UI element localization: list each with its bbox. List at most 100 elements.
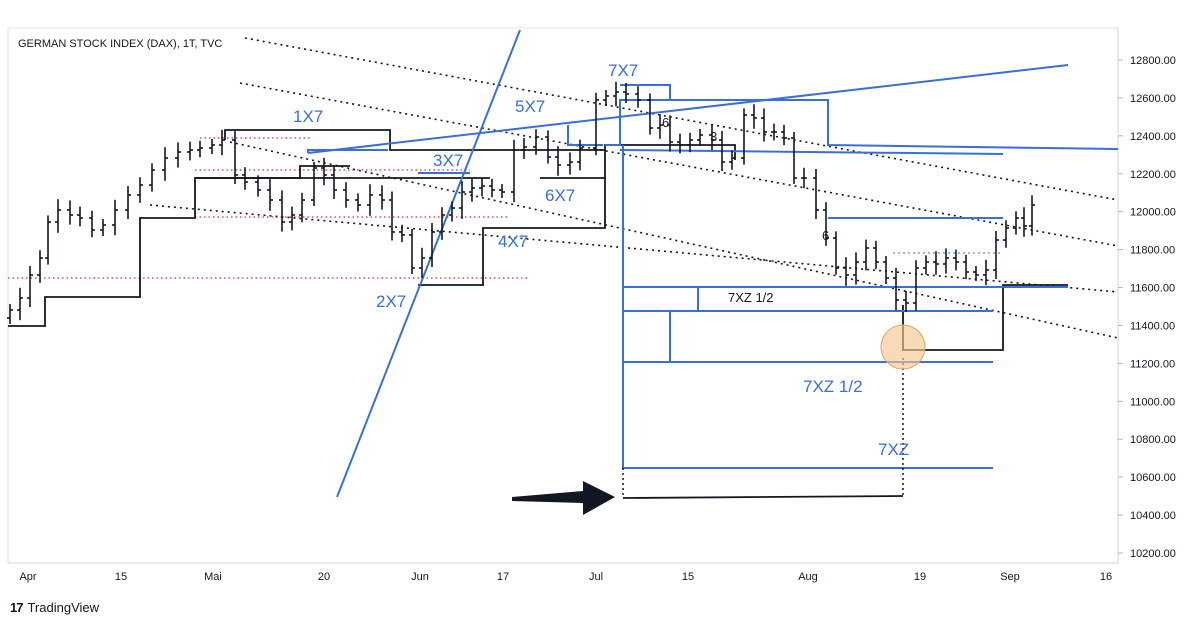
ohlc-bar [267, 179, 273, 211]
label-7xz: 7XZ [878, 440, 909, 459]
ohlc-bar [137, 177, 143, 203]
ohlc-bar [429, 223, 435, 267]
ohlc-bar [555, 146, 561, 176]
ohlc-bar [7, 304, 13, 324]
time-tick-label: Aug [798, 571, 818, 583]
wave-mark: 6 [662, 115, 669, 130]
ohlc-bar [781, 124, 787, 146]
ohlc-bar [761, 108, 767, 142]
label-1x7: 1X7 [293, 107, 323, 126]
ohlc-bar [289, 206, 295, 231]
ohlc-bar [187, 141, 193, 161]
ohlc-bar [801, 167, 807, 189]
label-6x7: 6X7 [545, 186, 575, 205]
ohlc-bar [45, 215, 51, 265]
time-tick-label: 15 [115, 571, 127, 583]
ohlc-bar [499, 184, 505, 198]
ohlc-bar [489, 178, 495, 198]
ohlc-bar [751, 104, 757, 129]
ohlc-bar [953, 249, 959, 271]
price-tick-label: 10800.00 [1130, 434, 1176, 446]
price-tick-label: 10600.00 [1130, 472, 1176, 484]
ohlc-bar [479, 177, 485, 197]
price-tick-label: 11200.00 [1130, 358, 1175, 370]
ohlc-bar [893, 267, 899, 311]
ohlc-bar [55, 199, 61, 233]
ohlc-bar [1021, 207, 1027, 237]
price-axis[interactable]: 10200.00 10400.00 10600.00 10800.00 11000.00… [1118, 55, 1176, 560]
wave-marks: 6 3 6 [662, 115, 829, 243]
ohlc-bar [100, 219, 106, 236]
ohlc-bar [873, 240, 879, 270]
ohlc-bar [603, 90, 609, 106]
tradingview-logo-icon: 17 [10, 600, 24, 615]
ohlc-bar [37, 250, 43, 283]
label-7x7: 7X7 [608, 61, 638, 80]
time-tick-label: Jul [589, 571, 603, 583]
ohlc-bar [993, 231, 999, 279]
annotation-labels: 1X7 2X7 3X7 4X7 5X7 6X7 7X7 7XZ 1/2 7XZ [293, 61, 909, 459]
ohlc-bar [933, 251, 939, 275]
ohlc-bar [331, 166, 337, 199]
ohlc-bar [577, 139, 583, 171]
ohlc-bar [459, 181, 465, 219]
plot-area [7, 27, 1119, 564]
red-dotted-levels [8, 137, 530, 279]
ohlc-bar [741, 108, 747, 165]
ohlc-bar [311, 162, 317, 206]
time-tick-label: 19 [914, 571, 926, 583]
ohlc-bar [67, 200, 73, 225]
ohlc-bar [983, 259, 989, 286]
price-tick-label: 10200.00 [1130, 548, 1176, 560]
ohlc-bar [379, 185, 385, 210]
ohlc-bar [449, 201, 455, 222]
ohlc-bar [162, 147, 168, 181]
price-tick-label: 11800.00 [1130, 245, 1175, 257]
ohlc-bar [89, 210, 95, 238]
time-tick-label: Apr [19, 571, 36, 583]
ohlc-bar [647, 93, 653, 135]
ohlc-bar [697, 129, 703, 146]
ohlc-bar [913, 260, 919, 311]
ohlc-bar [943, 248, 949, 274]
low-highlight-circle [880, 324, 926, 370]
ohlc-bar [419, 247, 425, 279]
ohlc-bar [279, 190, 285, 232]
ohlc-bar [255, 175, 261, 197]
ohlc-bar [677, 133, 683, 154]
time-axis[interactable]: Apr 15 Mai 20 Jun 17 Jul 15 Aug 19 Sep 16 [19, 571, 1112, 583]
time-tick-label: Mai [204, 571, 222, 583]
ohlc-bar [197, 140, 203, 158]
ohlc-bar [973, 266, 979, 281]
time-tick-label: 20 [318, 571, 330, 583]
ohlc-bar [149, 163, 155, 192]
time-tick-label: 15 [682, 571, 694, 583]
ohlc-bar [511, 139, 517, 203]
ohlc-bar [242, 167, 248, 190]
ohlc-bar [232, 131, 238, 184]
ohlc-bar [709, 124, 715, 151]
dotted-verticals [622, 358, 904, 498]
price-tick-label: 11000.00 [1130, 396, 1175, 408]
black-step-lines [8, 129, 1068, 499]
ohlc-bar [17, 287, 23, 321]
ohlc-bar [299, 192, 305, 223]
price-tick-label: 12400.00 [1130, 131, 1176, 143]
ohlc-bar [823, 202, 829, 246]
ohlc-bar [533, 129, 539, 155]
ohlc-bars [7, 81, 1035, 324]
price-tick-label: 12800.00 [1130, 55, 1176, 67]
ohlc-bar [923, 255, 929, 275]
tradingview-footer[interactable]: 17 TradingView [10, 600, 99, 615]
brand-name: TradingView [27, 600, 100, 615]
ohlc-bar [399, 224, 405, 243]
ohlc-bar [623, 83, 629, 103]
label-2x7: 2X7 [376, 292, 406, 311]
ohlc-bar [27, 266, 33, 307]
ohlc-bar [613, 81, 619, 107]
label-5x7: 5X7 [515, 97, 545, 116]
label-7xz-half-black: 7XZ 1/2 [728, 290, 774, 305]
ohlc-bar [833, 231, 839, 275]
ohlc-bar [593, 92, 599, 156]
